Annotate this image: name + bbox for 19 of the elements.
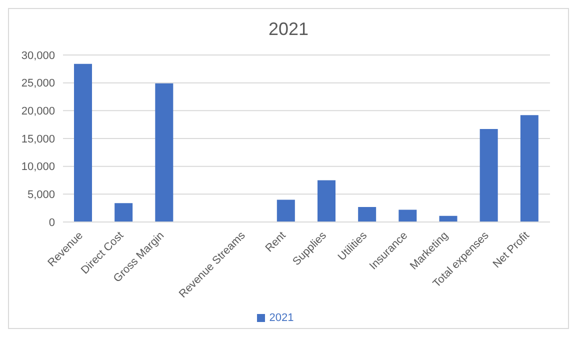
bar (74, 64, 92, 222)
legend-label: 2021 (269, 312, 294, 324)
y-tick-label: 5,000 (27, 189, 55, 202)
y-tick-label: 0 (48, 216, 55, 229)
y-tick-label: 15,000 (21, 133, 55, 146)
bar (520, 115, 538, 222)
y-tick-label: 25,000 (21, 78, 55, 90)
y-tick-label: 20,000 (21, 106, 55, 118)
bar (318, 180, 336, 222)
bar (276, 200, 295, 222)
bar (114, 203, 133, 222)
bar (358, 206, 376, 222)
bar (155, 83, 174, 222)
y-tick-label: 10,000 (21, 161, 55, 174)
bar (480, 129, 498, 222)
y-tick-label: 30,000 (21, 50, 55, 62)
bar (398, 210, 417, 222)
bar (439, 216, 458, 222)
chart-title: 2021 (267, 19, 310, 40)
